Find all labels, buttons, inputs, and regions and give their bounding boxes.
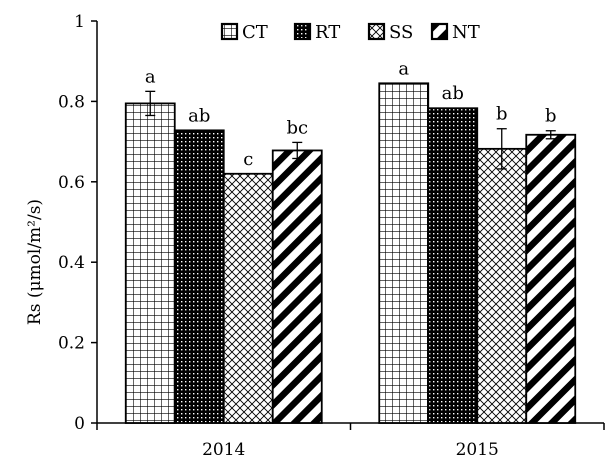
legend-label: CT xyxy=(242,22,268,43)
bar xyxy=(378,82,430,424)
legend-swatch xyxy=(293,22,312,41)
legend-label: RT xyxy=(315,22,340,43)
bar xyxy=(525,133,577,424)
significance-label: b xyxy=(496,104,508,125)
y-axis-title: Rs (μmol/m²/s) xyxy=(25,199,45,325)
y-tick-label: 1 xyxy=(74,12,85,32)
bar xyxy=(222,172,274,424)
bar xyxy=(173,129,225,424)
x-category-label: 2015 xyxy=(456,440,499,460)
significance-label: bc xyxy=(286,117,308,138)
legend-swatch xyxy=(367,22,386,41)
bar xyxy=(427,107,479,424)
significance-label: ab xyxy=(188,105,210,126)
legend-swatch xyxy=(430,22,449,41)
y-tick-label: 0.8 xyxy=(58,92,85,112)
y-tick-label: 0 xyxy=(74,414,85,434)
legend-swatch xyxy=(220,22,239,41)
legend-label: NT xyxy=(452,22,480,43)
significance-label: a xyxy=(398,58,409,79)
bar xyxy=(271,149,323,424)
bar xyxy=(124,102,176,424)
x-category-label: 2014 xyxy=(202,440,245,460)
bar xyxy=(476,147,528,424)
y-tick-label: 0.4 xyxy=(58,253,85,273)
significance-label: b xyxy=(545,106,557,127)
significance-label: a xyxy=(145,66,156,87)
y-tick-label: 0.6 xyxy=(58,173,85,193)
significance-label: c xyxy=(243,149,253,170)
legend-label: SS xyxy=(389,22,413,43)
significance-label: ab xyxy=(442,83,464,104)
y-tick-label: 0.2 xyxy=(58,334,85,354)
